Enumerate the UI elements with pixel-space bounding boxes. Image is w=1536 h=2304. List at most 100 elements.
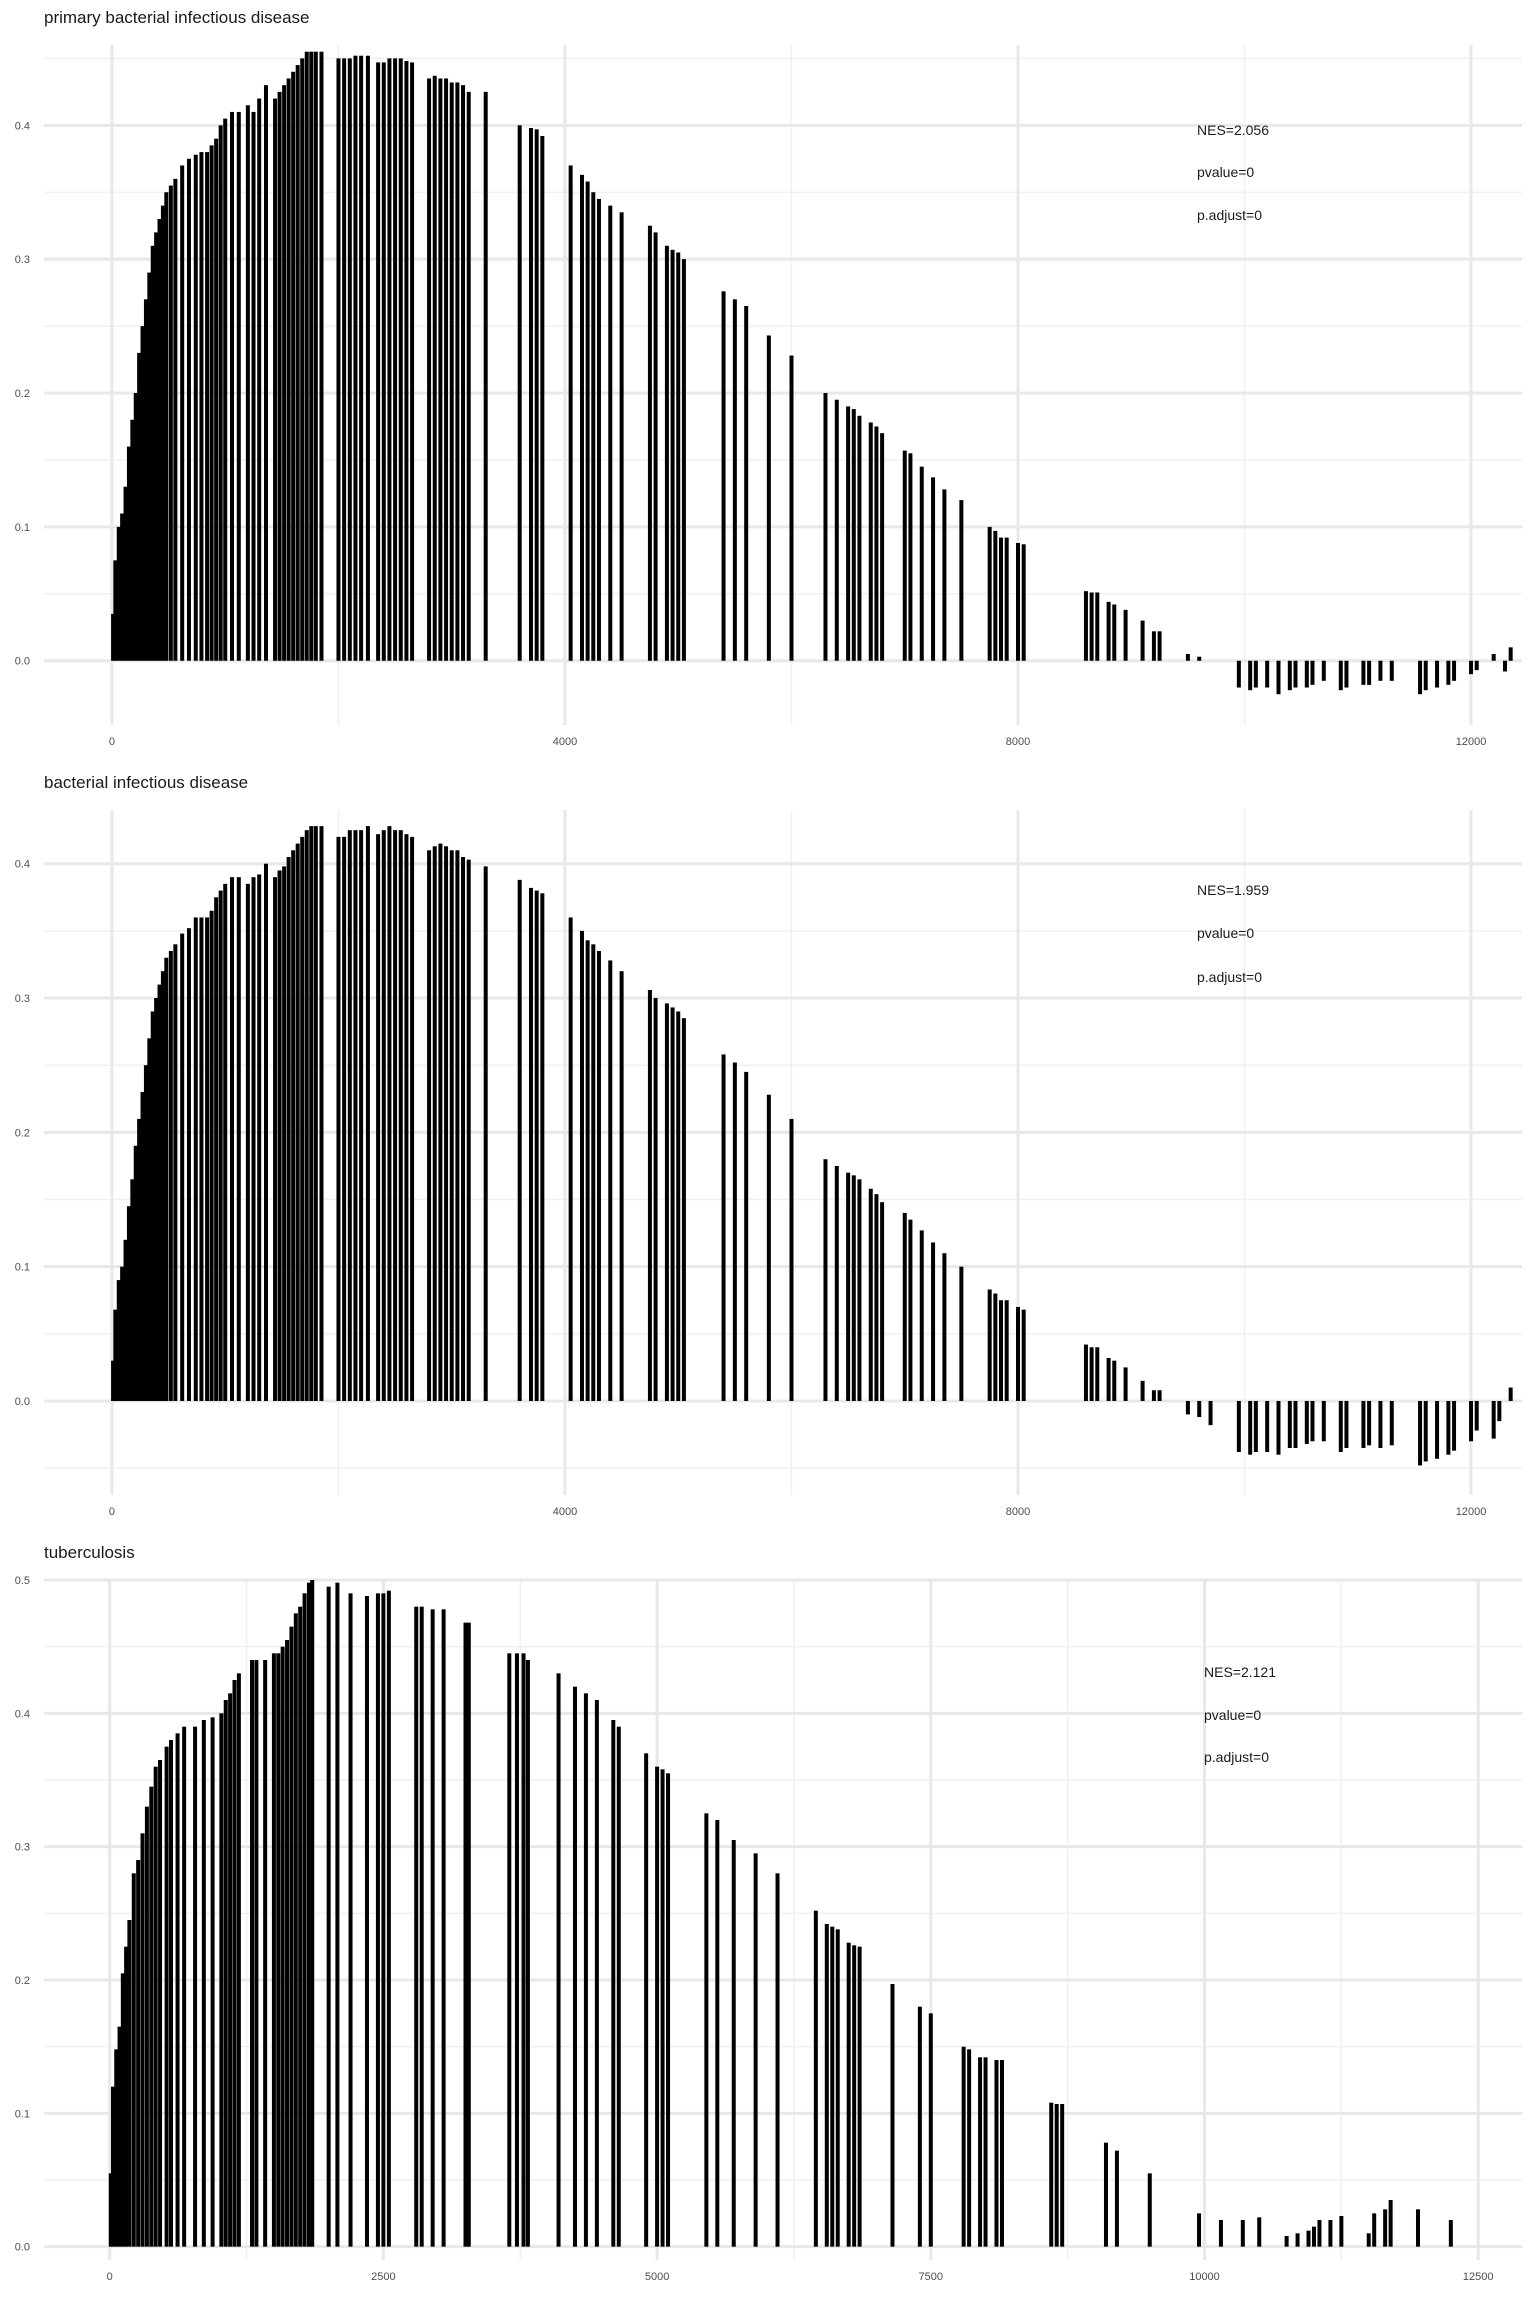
es-bar xyxy=(917,2006,922,2247)
es-bar xyxy=(1185,654,1190,661)
es-bar xyxy=(144,1806,149,2247)
es-bar xyxy=(164,192,169,661)
es-bar xyxy=(1388,2200,1393,2247)
es-bar xyxy=(1310,1400,1315,1442)
es-bar xyxy=(140,326,145,661)
es-bar xyxy=(1197,1400,1202,1418)
es-bar xyxy=(1157,631,1162,661)
es-bar xyxy=(1095,592,1100,661)
es-bar xyxy=(116,526,121,661)
es-bar xyxy=(427,850,432,1401)
es-bar xyxy=(608,205,613,661)
x-tick-label: 0 xyxy=(107,2271,113,2283)
es-bar xyxy=(732,1062,737,1401)
nes-label: NES=2.121 xyxy=(1204,1664,1276,1680)
es-bar xyxy=(1293,1400,1298,1448)
es-bar xyxy=(1060,2104,1065,2247)
es-bar xyxy=(347,830,352,1401)
es-bar xyxy=(263,85,268,661)
es-bar xyxy=(731,1840,736,2247)
es-bar xyxy=(126,446,131,661)
es-bar xyxy=(908,1219,913,1401)
es-bar xyxy=(540,893,545,1401)
es-bar xyxy=(120,1266,125,1401)
chart-panel-3: tuberculosis 0.0 0.1 0.2 0.3 0.4 0.5 0 2500 5000… xyxy=(0,1535,1536,2304)
es-bar xyxy=(1503,660,1508,672)
es-bar xyxy=(987,1289,992,1401)
es-bar xyxy=(419,1606,424,2247)
y-tick-label: 0.4 xyxy=(15,120,30,132)
es-bar xyxy=(483,91,488,661)
y-tick-label: 0.3 xyxy=(15,254,30,266)
es-bar xyxy=(124,1946,129,2247)
es-bar xyxy=(880,433,885,661)
es-bar xyxy=(1306,2230,1311,2247)
es-bar xyxy=(596,198,601,661)
es-bar xyxy=(393,830,398,1401)
es-bar xyxy=(404,834,409,1401)
es-bar xyxy=(133,1145,138,1401)
es-bar xyxy=(164,957,169,1401)
es-bar xyxy=(1418,1400,1423,1466)
es-bar xyxy=(444,846,449,1401)
es-bar xyxy=(123,1239,128,1401)
es-bar xyxy=(282,85,287,661)
es-bar xyxy=(277,870,282,1401)
es-bar xyxy=(919,1230,924,1401)
es-bar xyxy=(959,1266,964,1401)
padjust-label: p.adjust=0 xyxy=(1197,207,1262,223)
es-bar xyxy=(1344,660,1349,688)
es-bar xyxy=(1276,660,1281,695)
es-bar xyxy=(670,1007,675,1401)
es-bar xyxy=(823,393,828,661)
es-bar xyxy=(813,1910,818,2247)
es-bar xyxy=(381,1593,386,2247)
es-bar xyxy=(919,466,924,661)
es-bar xyxy=(857,1946,862,2247)
es-bar xyxy=(157,984,162,1401)
es-bar xyxy=(430,1609,435,2247)
es-bar xyxy=(1304,1400,1309,1444)
es-bar xyxy=(987,526,992,661)
es-bar xyxy=(1095,1347,1100,1401)
es-bar xyxy=(111,613,116,661)
es-bar xyxy=(214,897,219,1401)
es-bar xyxy=(1448,2220,1453,2247)
es-bar xyxy=(466,91,471,661)
es-bar xyxy=(414,1606,419,2247)
es-bar xyxy=(273,98,278,661)
es-bar xyxy=(1304,660,1309,688)
chart-title: bacterial infectious disease xyxy=(44,773,249,792)
es-bar xyxy=(664,245,669,661)
es-bar xyxy=(529,127,534,661)
es-bar xyxy=(120,1973,125,2247)
es-bar xyxy=(186,928,191,1401)
es-bar xyxy=(874,1194,879,1401)
es-bar xyxy=(1321,1400,1326,1442)
es-bar xyxy=(1415,2209,1420,2247)
es-bar xyxy=(1328,2220,1333,2247)
es-bar xyxy=(1021,544,1026,661)
es-bar xyxy=(1240,2220,1245,2247)
es-bar xyxy=(579,174,584,661)
es-bar xyxy=(1140,1380,1145,1401)
es-bar xyxy=(999,1300,1004,1401)
es-bar xyxy=(313,826,318,1401)
es-bar xyxy=(342,58,347,661)
es-bar xyxy=(1265,1400,1270,1453)
es-bar xyxy=(140,1833,145,2247)
es-bar xyxy=(228,1693,233,2247)
es-bar xyxy=(529,887,534,1401)
es-bar xyxy=(1452,660,1457,681)
es-bar xyxy=(205,152,210,661)
es-bar xyxy=(994,2060,999,2247)
es-bar xyxy=(608,960,613,1401)
es-bar xyxy=(681,259,686,661)
es-bar xyxy=(359,55,364,661)
es-bar xyxy=(1372,2213,1377,2247)
es-bar xyxy=(1016,542,1021,661)
es-bar xyxy=(271,1653,276,2247)
es-bar xyxy=(1197,656,1202,661)
es-bar xyxy=(273,877,278,1401)
es-bar xyxy=(455,850,460,1401)
